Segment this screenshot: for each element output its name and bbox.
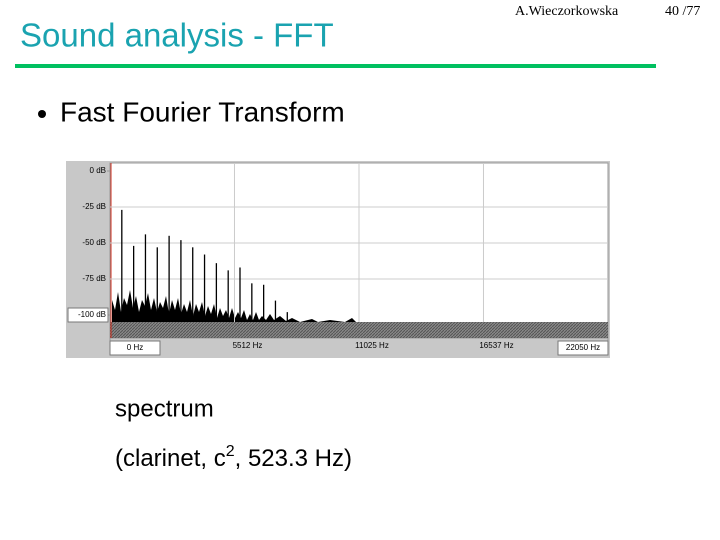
spectrum-chart: 0 dB -25 dB -50 dB -75 dB -100 dB 0 Hz 5512 Hz… — [66, 161, 610, 358]
author: A.Wieczorkowska — [515, 4, 619, 19]
noise-floor-band — [110, 322, 608, 338]
y-tick-label: 0 dB — [90, 166, 106, 175]
bullet-text: Fast Fourier Transform — [60, 96, 345, 127]
noise-spectrum — [112, 290, 356, 322]
page-number: 40 /77 — [665, 4, 700, 19]
y-tick-label: -75 dB — [82, 274, 106, 283]
bullet-dot — [38, 110, 46, 118]
x-tick-label: 5512 Hz — [233, 341, 263, 350]
y-tick-label: -50 dB — [82, 238, 106, 247]
caption-line2: (clarinet, c2, 523.3 Hz) — [115, 443, 352, 472]
caption-text: , 523.3 Hz) — [235, 445, 352, 472]
caption-text: (clarinet, c — [115, 445, 226, 472]
x-label-box — [557, 340, 609, 356]
y-label-box — [67, 307, 109, 323]
caption-sup: 2 — [226, 443, 235, 460]
caption-line1: spectrum — [115, 395, 214, 422]
x-tick-label: 16537 Hz — [479, 341, 513, 350]
x-label-box — [109, 340, 161, 356]
title-rule — [15, 64, 656, 68]
slide-title: Sound analysis - FFT — [20, 17, 334, 54]
x-tick-label: 22050 Hz — [566, 343, 600, 352]
y-tick-label: -100 dB — [78, 310, 106, 319]
x-tick-label: 11025 Hz — [355, 341, 389, 350]
y-tick-label: -25 dB — [82, 202, 106, 211]
x-tick-label: 0 Hz — [127, 343, 143, 352]
